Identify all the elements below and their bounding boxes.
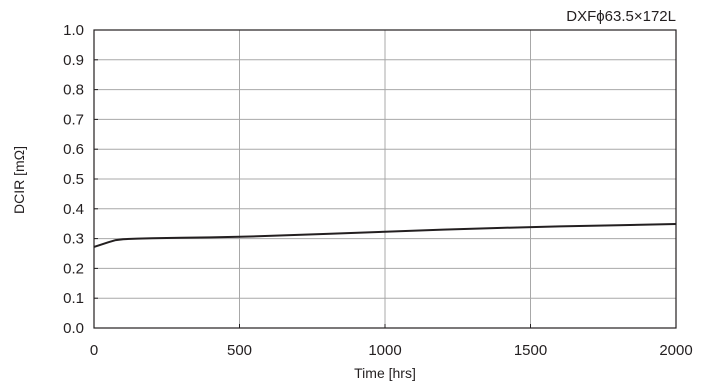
x-axis-title: Time [hrs] xyxy=(354,365,416,381)
x-tick-label: 2000 xyxy=(659,342,692,359)
y-tick-label: 0.1 xyxy=(63,290,84,307)
series-layer xyxy=(93,223,677,248)
y-tick-label: 1.0 xyxy=(63,22,84,39)
y-tick-label: 0.5 xyxy=(63,171,84,188)
y-tick-label: 0.3 xyxy=(63,231,84,248)
y-tick-label: 0.7 xyxy=(63,111,84,128)
grid-lines xyxy=(93,29,677,329)
x-tick-label: 1000 xyxy=(368,342,401,359)
y-axis-title: DCIR [mΩ] xyxy=(11,146,27,214)
x-tick-label: 500 xyxy=(227,342,252,359)
y-tick-label: 0.6 xyxy=(63,141,84,158)
y-tick-label: 0.8 xyxy=(63,82,84,99)
chart-title: DXFϕ63.5×172L xyxy=(566,8,676,25)
plot-frame xyxy=(93,29,677,329)
y-tick-label: 0.9 xyxy=(63,52,84,69)
x-tick-labels: 0 500 1000 1500 2000 xyxy=(90,342,693,359)
y-tick-labels: 0.0 0.1 0.2 0.3 0.4 0.5 0.6 0.7 0.8 0.9 1.0 xyxy=(63,22,84,337)
y-tick-label: 0.4 xyxy=(63,201,84,218)
x-tick-label: 1500 xyxy=(514,342,547,359)
y-tick-label: 0.2 xyxy=(63,260,84,277)
y-tick-label: 0.0 xyxy=(63,320,84,337)
x-tick-label: 0 xyxy=(90,342,98,359)
series-line-0 xyxy=(93,223,677,248)
